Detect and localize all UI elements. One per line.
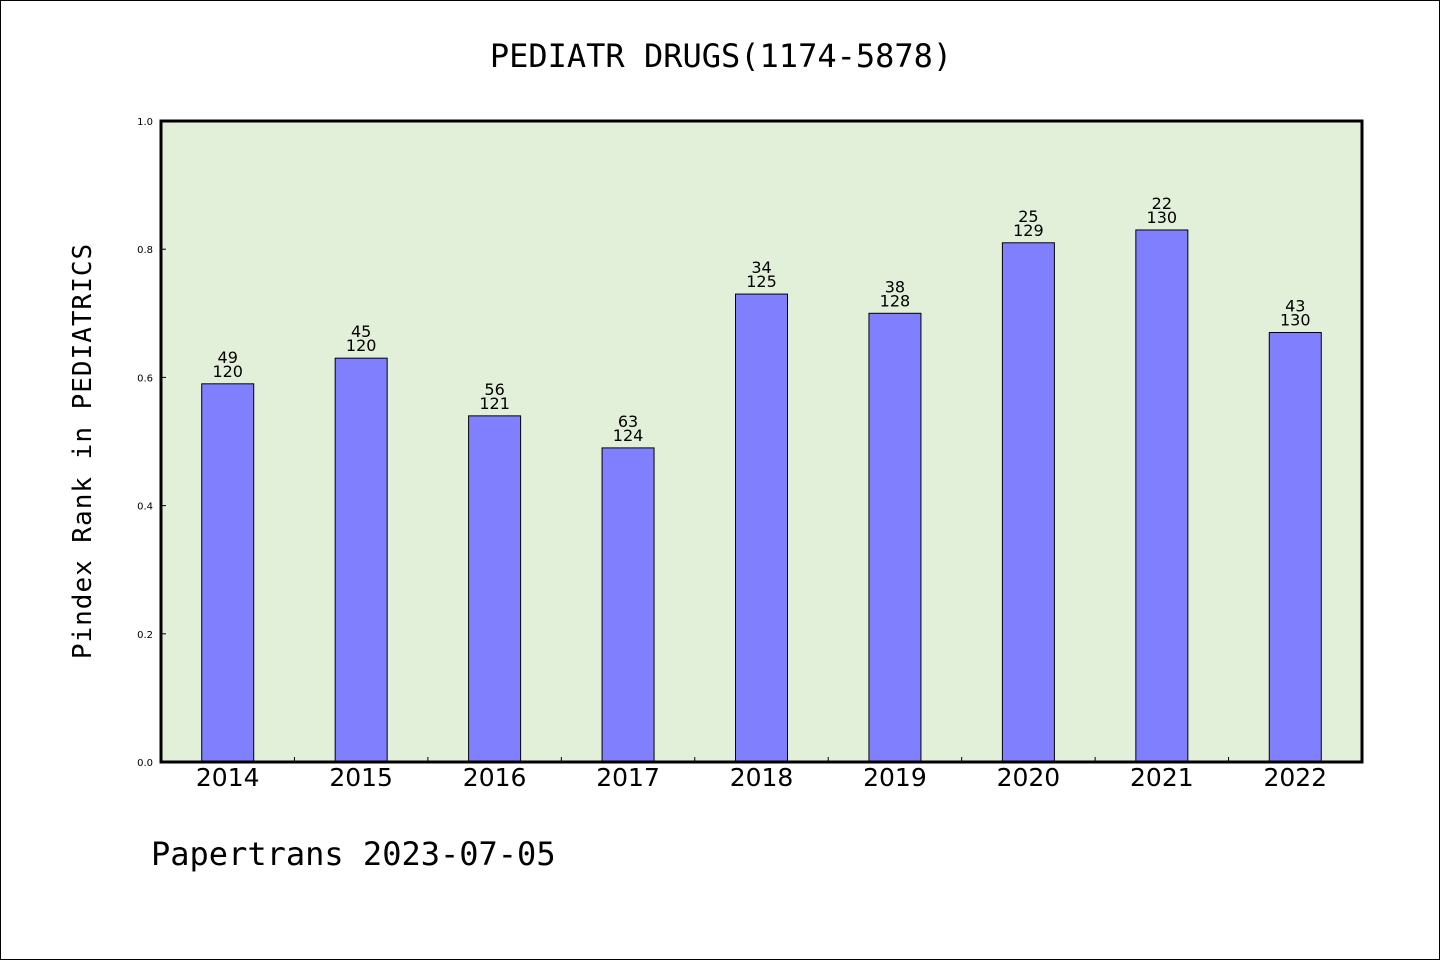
bar-2018 — [735, 293, 788, 763]
bar-total-label: 128 — [880, 291, 911, 310]
bar-rank-label: 49 — [218, 348, 238, 367]
bar-total-label: 121 — [479, 394, 510, 413]
x-tick-label: 2019 — [863, 763, 927, 792]
bar-rank-label: 34 — [751, 258, 771, 277]
bar-rank-label: 63 — [618, 412, 638, 431]
bar-rank-label: 38 — [885, 277, 905, 296]
plot-border — [159, 119, 1364, 764]
bar-total-label: 130 — [1147, 208, 1178, 227]
bar-2014 — [201, 383, 255, 763]
x-tick-label: 2018 — [730, 763, 794, 792]
y-tick-label: 0.4 — [137, 502, 153, 513]
y-tick-label: 0.2 — [137, 630, 153, 641]
bar-2022 — [1268, 332, 1322, 763]
bar-total-label: 129 — [1013, 221, 1044, 240]
chart-title: PEDIATR DRUGS(1174-5878) — [490, 37, 952, 75]
bar-2015 — [334, 357, 388, 763]
bar-rank-label: 22 — [1152, 194, 1172, 213]
y-tick-label: 0.0 — [137, 758, 153, 769]
x-tick-label: 2014 — [196, 763, 260, 792]
bar-2017 — [601, 447, 655, 763]
bar-rank-label: 25 — [1018, 207, 1038, 226]
bar-2021 — [1135, 229, 1189, 763]
y-axis-label: Pindex Rank in PEDIATRICS — [68, 243, 98, 659]
y-tick-label: 0.6 — [137, 373, 153, 384]
bar-2020 — [1001, 242, 1055, 763]
bar-2016 — [468, 415, 522, 763]
x-axis-ticks: 2014 2015 2016 2017 2018 2019 2020 2021 2022 — [196, 757, 1327, 792]
footer-text: Papertrans 2023-07-05 — [151, 835, 556, 873]
bar-total-label: 130 — [1280, 311, 1311, 330]
bar-total-label: 124 — [613, 426, 644, 445]
bar-total-label: 125 — [746, 272, 777, 291]
x-tick-label: 2016 — [463, 763, 527, 792]
bar-total-label: 120 — [346, 336, 377, 355]
x-tick-label: 2015 — [329, 763, 393, 792]
bar-rank-label: 45 — [351, 322, 371, 341]
y-tick-label: 0.8 — [137, 245, 153, 256]
bar-rank-label: 43 — [1285, 297, 1305, 316]
bar-2019 — [868, 312, 922, 763]
x-tick-label: 2021 — [1130, 763, 1194, 792]
y-tick-label: 1.0 — [137, 117, 153, 128]
x-tick-label: 2017 — [596, 763, 660, 792]
bar-rank-label: 56 — [484, 380, 504, 399]
x-tick-label: 2020 — [997, 763, 1061, 792]
x-tick-label: 2022 — [1263, 763, 1327, 792]
bar-total-label: 120 — [212, 362, 243, 381]
